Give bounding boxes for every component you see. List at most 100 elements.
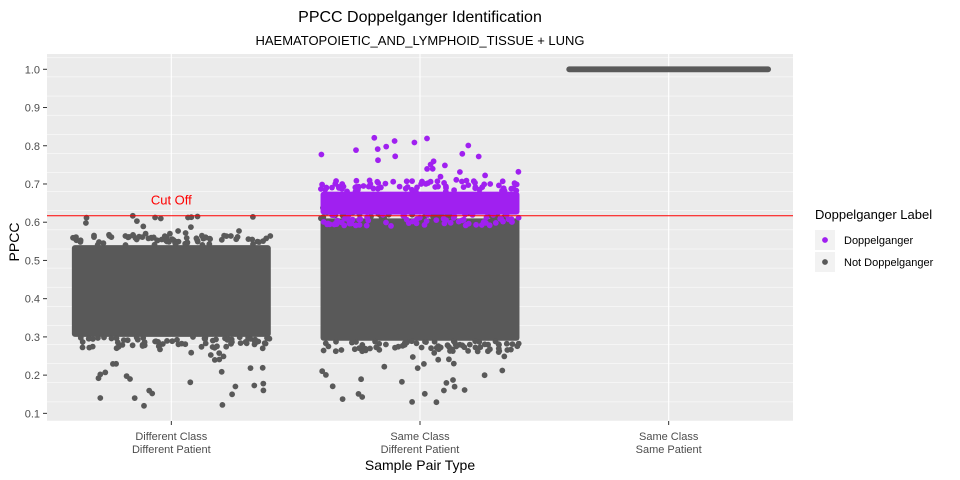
data-point (356, 216, 362, 223)
data-point (408, 338, 415, 345)
data-point (262, 340, 269, 347)
data-point (382, 180, 389, 187)
data-point (223, 343, 230, 350)
data-point (490, 212, 497, 218)
data-point (336, 185, 342, 191)
y-tick-label: 0.6 (25, 217, 40, 229)
data-point (450, 377, 456, 383)
data-point (329, 212, 335, 219)
data-point (108, 335, 115, 342)
dense-points-band (320, 191, 520, 215)
data-point (175, 341, 182, 348)
data-point (351, 346, 358, 353)
data-point (236, 228, 242, 234)
data-point (318, 151, 325, 158)
data-point (469, 212, 476, 218)
data-point (404, 339, 410, 346)
data-point (465, 348, 471, 354)
data-point (429, 165, 436, 172)
data-point (495, 341, 502, 347)
data-point (83, 220, 89, 226)
data-point (142, 230, 149, 237)
data-point (214, 343, 220, 350)
data-point (443, 217, 449, 224)
dense-points-band (320, 218, 520, 341)
data-point (495, 345, 502, 352)
data-point (338, 347, 345, 353)
data-point (91, 234, 97, 241)
data-point (423, 181, 429, 187)
data-point (378, 184, 384, 191)
data-point (392, 344, 398, 351)
data-point (463, 177, 470, 184)
data-point (122, 242, 129, 248)
data-point (216, 350, 223, 356)
data-point (153, 338, 159, 345)
data-point (441, 180, 447, 186)
cutoff-label: Cut Off (151, 193, 192, 208)
data-point (77, 334, 84, 341)
data-point (145, 235, 152, 242)
data-point (199, 232, 205, 239)
data-point (198, 343, 205, 350)
data-point (133, 236, 140, 243)
data-point (95, 335, 101, 341)
data-point (487, 181, 494, 187)
data-point (480, 219, 487, 225)
data-point (146, 387, 153, 394)
data-point (97, 371, 104, 378)
data-point (451, 187, 457, 194)
data-point (70, 234, 76, 241)
data-point (319, 368, 326, 375)
data-point (413, 220, 420, 227)
cutoff-layer: Cut Off (47, 193, 793, 217)
y-tick-label: 0.4 (25, 294, 40, 306)
data-point (482, 172, 488, 179)
data-point (462, 211, 468, 218)
data-point (202, 334, 209, 341)
data-point (157, 215, 164, 222)
data-point (194, 213, 201, 220)
data-point (431, 350, 438, 356)
data-point (188, 349, 195, 356)
data-point (373, 344, 380, 351)
data-point (367, 345, 373, 352)
data-point (106, 233, 113, 239)
data-point (418, 181, 424, 187)
data-point (164, 338, 170, 344)
data-point (392, 153, 399, 160)
data-point (266, 335, 273, 342)
data-point (133, 334, 140, 341)
data-point (256, 239, 262, 246)
data-point (259, 364, 266, 371)
data-points (70, 66, 772, 409)
data-point (356, 222, 363, 228)
data-point (101, 334, 107, 341)
data-point (431, 338, 438, 345)
data-point (207, 236, 214, 243)
data-point (110, 361, 116, 367)
data-point (508, 185, 515, 192)
data-point (501, 353, 508, 360)
data-point (134, 218, 140, 225)
data-point (94, 241, 101, 248)
data-point (414, 184, 420, 191)
data-point (447, 219, 454, 226)
data-point (403, 178, 410, 185)
data-point (409, 178, 415, 185)
data-point (399, 378, 405, 385)
data-point (353, 147, 359, 154)
dense-points-band (71, 245, 271, 337)
data-point (515, 214, 522, 221)
data-point (365, 183, 372, 190)
data-point (120, 337, 127, 343)
data-point (413, 340, 420, 347)
data-point (509, 341, 516, 347)
data-point (359, 348, 366, 355)
data-point (508, 218, 515, 225)
data-point (375, 180, 382, 186)
data-point (250, 214, 256, 220)
data-point (481, 372, 488, 379)
data-point (207, 352, 214, 358)
